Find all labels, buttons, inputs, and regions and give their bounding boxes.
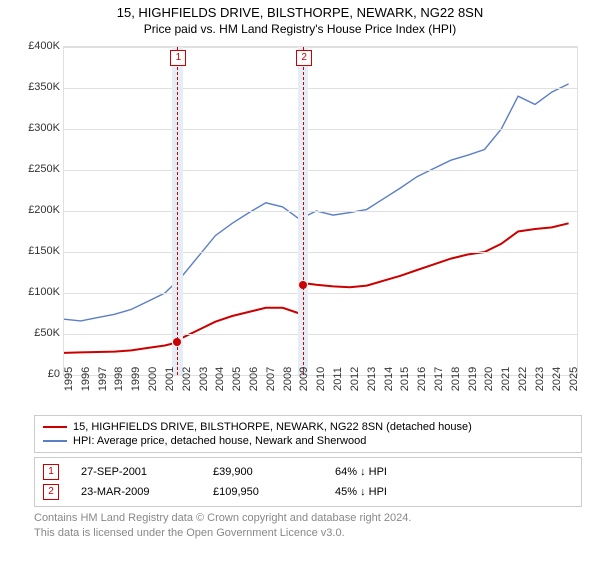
y-tick: £100K	[15, 286, 60, 298]
y-tick: £350K	[15, 81, 60, 93]
event-date: 27-SEP-2001	[81, 466, 191, 478]
y-tick: £300K	[15, 122, 60, 134]
page-subtitle: Price paid vs. HM Land Registry's House …	[0, 22, 600, 36]
chart: £0 £50K £100K £150K £200K £250K £300K £350K £400…	[15, 41, 585, 411]
y-tick: £400K	[15, 40, 60, 52]
event-vline	[177, 47, 178, 375]
event-marker: 2	[43, 484, 59, 500]
legend-row: 15, HIGHFIELDS DRIVE, BILSTHORPE, NEWARK…	[43, 420, 573, 434]
y-tick: £150K	[15, 245, 60, 257]
footer: Contains HM Land Registry data © Crown c…	[34, 511, 582, 541]
data-point-dot	[173, 338, 181, 346]
event-delta: 64% ↓ HPI	[335, 466, 387, 478]
x-tick: 2025	[568, 367, 600, 391]
legend: 15, HIGHFIELDS DRIVE, BILSTHORPE, NEWARK…	[34, 415, 582, 453]
event-delta: 45% ↓ HPI	[335, 486, 387, 498]
event-marker-box: 2	[296, 50, 312, 66]
legend-swatch	[43, 440, 67, 442]
y-tick: £0	[15, 368, 60, 380]
y-tick: £200K	[15, 204, 60, 216]
footer-line-2: This data is licensed under the Open Gov…	[34, 526, 582, 541]
event-row: 2 23-MAR-2009 £109,950 45% ↓ HPI	[43, 482, 573, 502]
legend-label: HPI: Average price, detached house, Newa…	[73, 435, 366, 447]
page-title: 15, HIGHFIELDS DRIVE, BILSTHORPE, NEWARK…	[0, 5, 600, 20]
event-date: 23-MAR-2009	[81, 486, 191, 498]
legend-swatch	[43, 426, 67, 428]
y-tick: £50K	[15, 327, 60, 339]
legend-label: 15, HIGHFIELDS DRIVE, BILSTHORPE, NEWARK…	[73, 421, 472, 433]
event-row: 1 27-SEP-2001 £39,900 64% ↓ HPI	[43, 462, 573, 482]
data-point-dot	[299, 281, 307, 289]
plot-area: 12	[63, 46, 578, 376]
footer-line-1: Contains HM Land Registry data © Crown c…	[34, 511, 582, 526]
y-tick: £250K	[15, 163, 60, 175]
event-price: £39,900	[213, 466, 313, 478]
legend-row: HPI: Average price, detached house, Newa…	[43, 434, 573, 448]
event-vline	[303, 47, 304, 375]
event-price: £109,950	[213, 486, 313, 498]
event-marker-box: 1	[170, 50, 186, 66]
event-marker: 1	[43, 464, 59, 480]
event-table: 1 27-SEP-2001 £39,900 64% ↓ HPI 2 23-MAR-2009…	[34, 457, 582, 507]
